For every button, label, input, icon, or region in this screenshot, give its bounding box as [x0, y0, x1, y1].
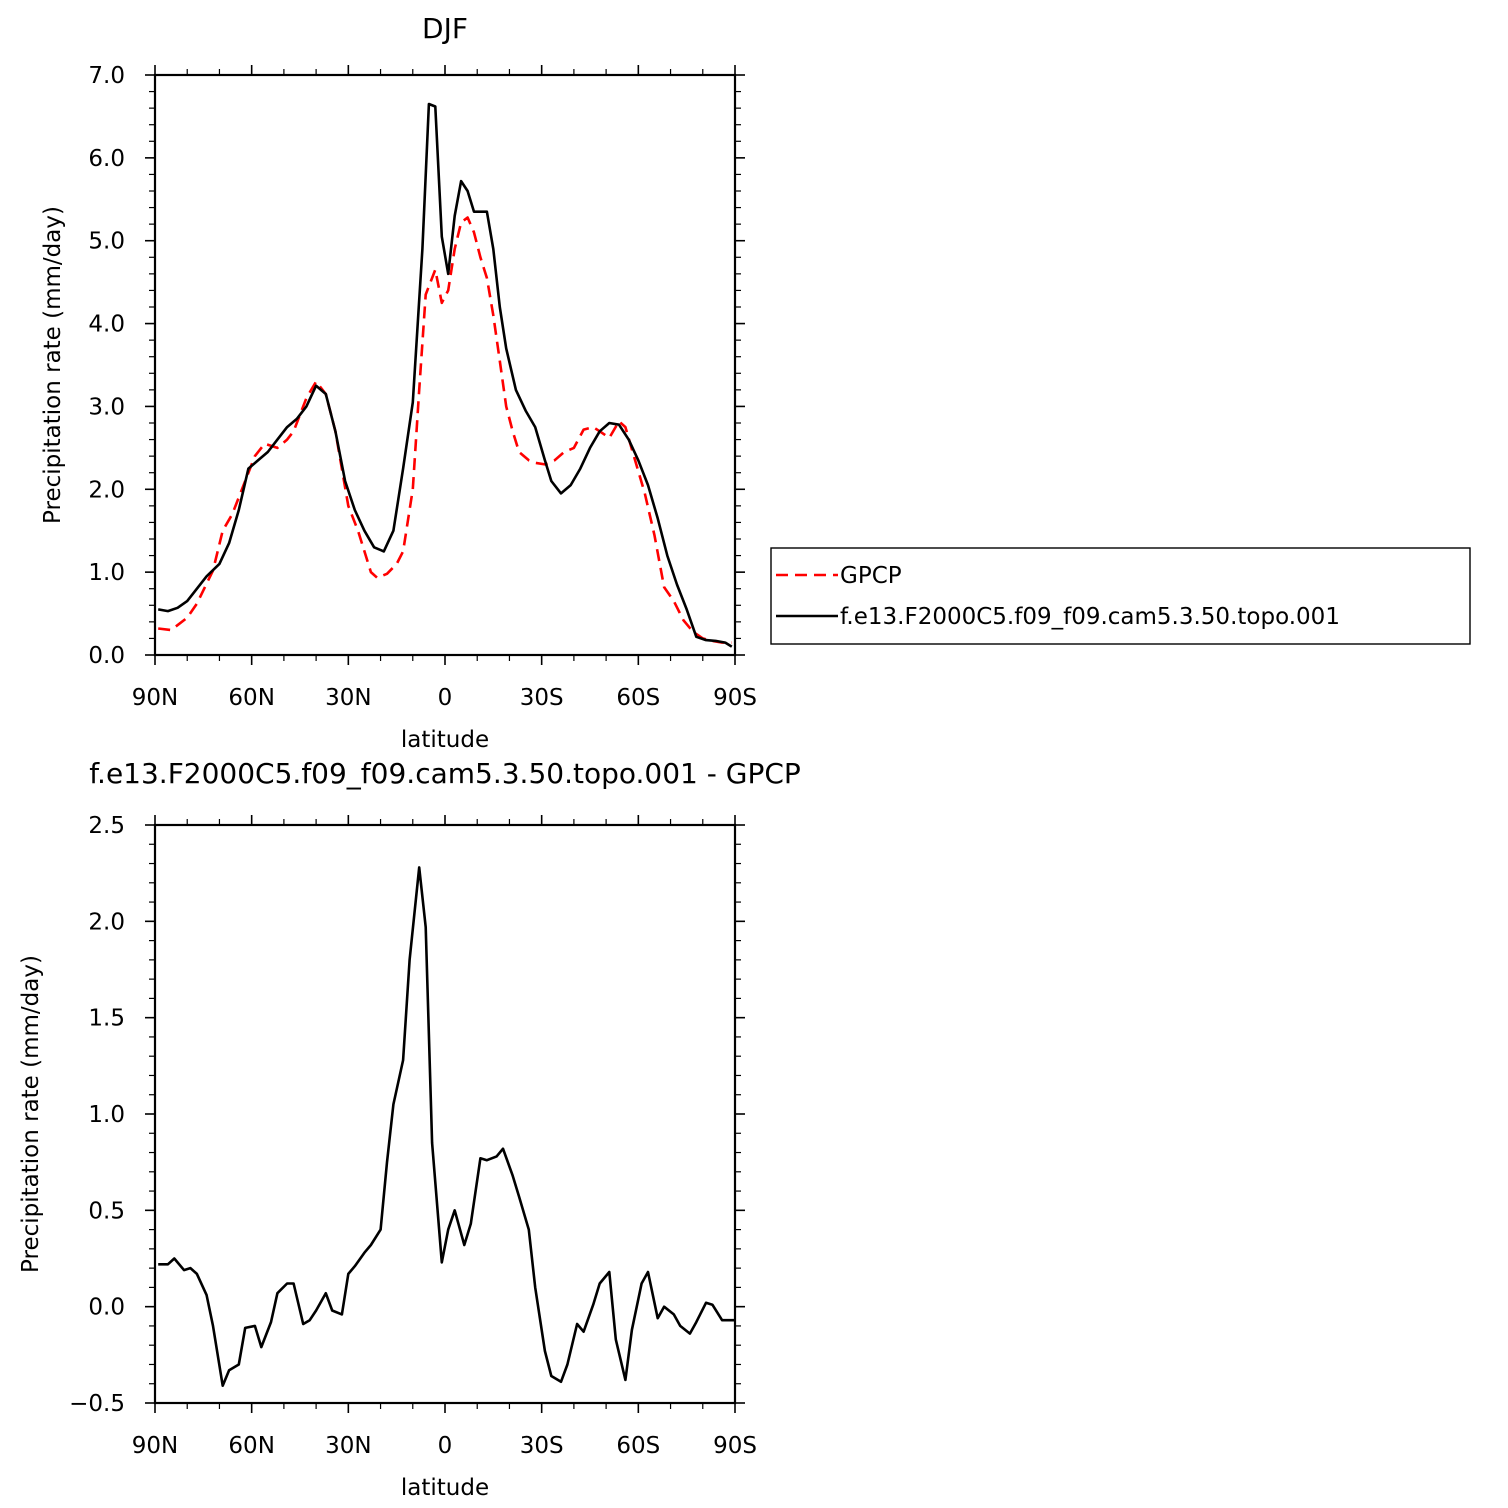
djf-precipitation-panel: DJF 90N 60N 30N 0 30S 60S 90S 0.0 1.0 2.0 3.0 4.0 5.0…	[40, 12, 1471, 753]
x-tick-label: 0	[438, 685, 453, 711]
y-tick-label: 0.5	[88, 1198, 125, 1224]
y-axis-label: Precipitation rate (mm/day)	[40, 206, 66, 524]
y-tick-label: −0.5	[69, 1391, 125, 1417]
x-tick-label: 90S	[713, 685, 757, 711]
x-tick-label: 60N	[228, 685, 274, 711]
x-axis-label: latitude	[401, 1475, 489, 1501]
x-tick-label: 90N	[132, 685, 178, 711]
x-tick-label: 30N	[325, 1433, 371, 1459]
y-tick-label: 1.0	[88, 560, 125, 586]
plot-frame	[153, 823, 737, 1405]
x-tick-label: 60S	[616, 1433, 660, 1459]
y-axis-label: Precipitation rate (mm/day)	[18, 955, 44, 1273]
x-tick-label: 60S	[616, 685, 660, 711]
legend: GPCP f.e13.F2000C5.f09_f09.cam5.3.50.topo…	[770, 547, 1471, 645]
difference-precipitation-panel: f.e13.F2000C5.f09_f09.cam5.3.50.topo.001…	[18, 757, 801, 1501]
legend-box	[770, 547, 1471, 645]
x-tick-label: 30S	[520, 685, 564, 711]
x-tick-label: 30S	[520, 1433, 564, 1459]
y-tick-label: 6.0	[88, 146, 125, 172]
y-tick-label: 5.0	[88, 229, 125, 255]
legend-label-0: GPCP	[840, 563, 902, 589]
series-line-0	[158, 216, 732, 644]
x-tick-label: 0	[438, 1433, 453, 1459]
y-tick-label: 7.0	[88, 63, 125, 89]
y-tick-label: 1.0	[88, 1102, 125, 1128]
y-tick-label: 0.0	[88, 643, 125, 669]
y-tick-label: 2.5	[88, 813, 125, 839]
x-tick-label: 90N	[132, 1433, 178, 1459]
y-tick-label: 4.0	[88, 312, 125, 338]
y-tick-label: 1.5	[88, 1006, 125, 1032]
plot-title: f.e13.F2000C5.f09_f09.cam5.3.50.topo.001…	[89, 757, 801, 790]
y-tick-label: 3.0	[88, 394, 125, 420]
y-tick-label: 2.0	[88, 477, 125, 503]
x-tick-label: 30N	[325, 685, 371, 711]
y-tick-label: 0.0	[88, 1295, 125, 1321]
legend-label-1: f.e13.F2000C5.f09_f09.cam5.3.50.topo.001	[840, 604, 1340, 630]
x-axis-label: latitude	[401, 727, 489, 753]
plot-frame	[153, 73, 737, 657]
series-line-0	[158, 866, 735, 1387]
plot-title: DJF	[422, 12, 468, 45]
series-line-1	[157, 102, 733, 648]
y-tick-label: 2.0	[88, 909, 125, 935]
x-tick-label: 60N	[228, 1433, 274, 1459]
x-tick-label: 90S	[713, 1433, 757, 1459]
